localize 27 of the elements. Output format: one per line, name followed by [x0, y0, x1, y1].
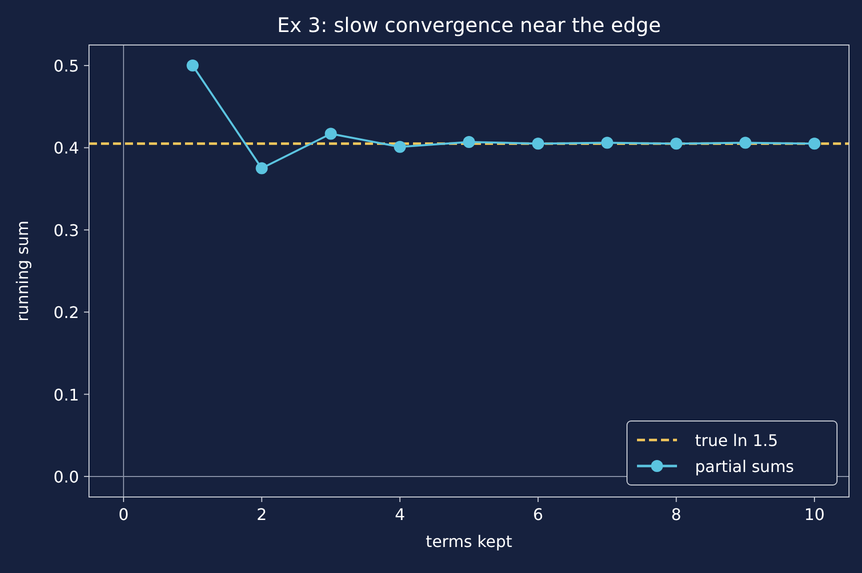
legend-label: partial sums	[695, 457, 794, 476]
x-tick-label: 6	[532, 505, 544, 524]
point	[601, 136, 614, 149]
point	[532, 138, 544, 150]
y-tick-label: 0.5	[54, 56, 79, 76]
y-axis-title: running sum	[13, 220, 32, 322]
y-tick-label: 0.3	[54, 220, 79, 240]
x-tick-label: 4	[394, 505, 406, 524]
point	[463, 136, 475, 148]
x-tick-label: 2	[256, 505, 267, 524]
point	[186, 60, 199, 72]
x-axis-title: terms kept	[426, 532, 512, 551]
point	[324, 128, 337, 140]
point	[394, 140, 406, 153]
x-tick-label: 10	[804, 505, 825, 524]
y-tick-label: 0.4	[54, 138, 79, 158]
legend-label: true ln 1.5	[695, 431, 778, 450]
point	[256, 162, 268, 174]
y-tick-label: 0.2	[54, 303, 79, 322]
chart-title: Ex 3: slow convergence near the edge	[277, 13, 661, 37]
x-tick-label: 8	[671, 505, 682, 524]
point	[808, 138, 820, 150]
y-tick-label: 0.1	[54, 385, 79, 404]
y-tick-label: 0.0	[54, 467, 79, 486]
point	[739, 136, 752, 149]
x-tick-label: 0	[118, 505, 129, 524]
point	[670, 138, 682, 150]
